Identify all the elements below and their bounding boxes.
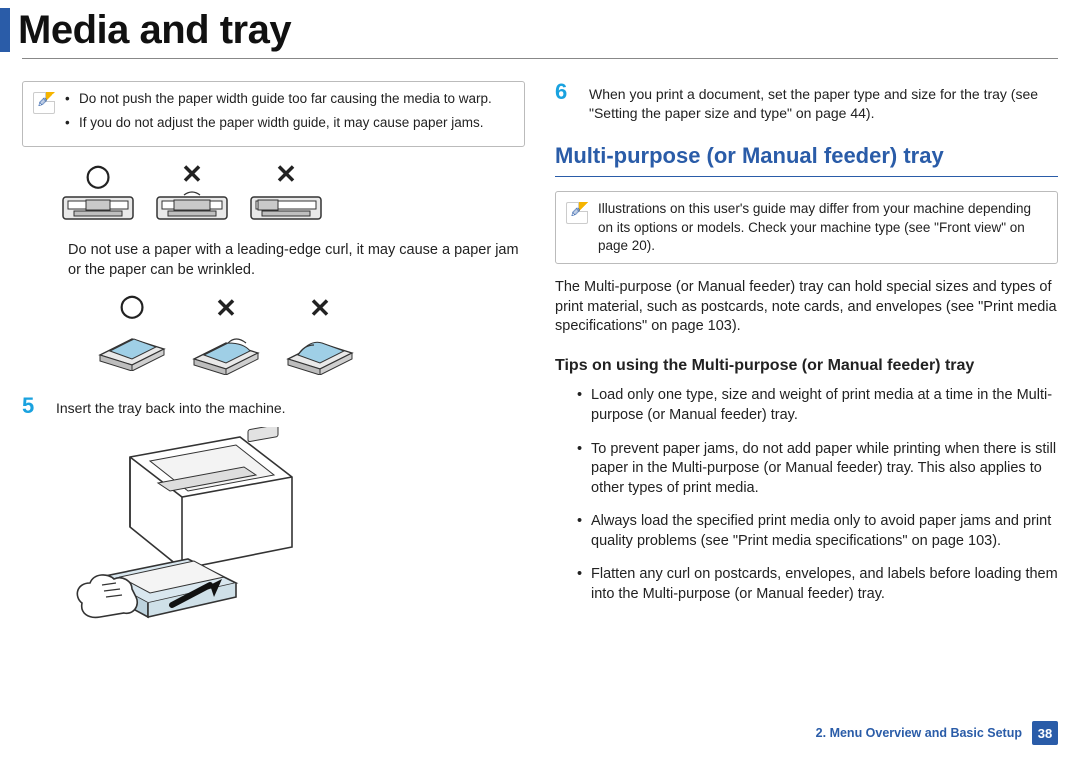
tray-front-svg — [62, 191, 134, 225]
ok-mark-icon — [86, 161, 111, 187]
tray-iso-svg — [280, 325, 360, 375]
tray-front-svg — [156, 191, 228, 225]
tip-item: Flatten any curl on postcards, envelopes… — [577, 565, 1058, 604]
step-number: 6 — [555, 81, 575, 123]
section-rule — [555, 176, 1058, 177]
left-column: Do not push the paper width guide too fa… — [22, 81, 525, 637]
tip-item: To prevent paper jams, do not add paper … — [577, 440, 1058, 499]
tray-iso-ok — [92, 295, 172, 375]
note-icon — [566, 202, 588, 224]
tray-front-row — [22, 147, 525, 235]
step-5: 5 Insert the tray back into the machine. — [22, 395, 525, 418]
x-mark-icon — [309, 295, 331, 321]
step-6: 6 When you print a document, set the pap… — [555, 81, 1058, 123]
note-text: Illustrations on this user's guide may d… — [598, 200, 1047, 255]
note-bullet: Do not push the paper width guide too fa… — [65, 90, 492, 108]
tray-front-bad-1 — [156, 161, 228, 225]
tray-iso-svg — [92, 321, 172, 371]
curl-bullet-wrap: Do not use a paper with a leading-edge c… — [22, 241, 525, 280]
tray-front-ok — [62, 161, 134, 225]
title-bar: Media and tray — [0, 0, 1080, 52]
tray-iso-bad-1 — [186, 295, 266, 375]
x-mark-icon — [181, 161, 203, 187]
note-body: Illustrations on this user's guide may d… — [598, 200, 1047, 255]
tray-iso-bad-2 — [280, 295, 360, 375]
step-number: 5 — [22, 395, 42, 418]
note-body: Do not push the paper width guide too fa… — [65, 90, 492, 138]
tip-item: Load only one type, size and weight of p… — [577, 386, 1058, 425]
tip-item: Always load the specified print media on… — [577, 512, 1058, 551]
section-heading-multipurpose: Multi-purpose (or Manual feeder) tray — [555, 141, 1058, 171]
ok-mark-icon — [120, 295, 145, 317]
printer-insert-figure — [22, 417, 525, 637]
note-bullet: If you do not adjust the paper width gui… — [65, 114, 492, 132]
step-text: When you print a document, set the paper… — [589, 81, 1058, 123]
page-number: 38 — [1032, 721, 1058, 745]
page-title: Media and tray — [18, 10, 291, 52]
note-box-illustrations: Illustrations on this user's guide may d… — [555, 191, 1058, 264]
tray-iso-svg — [186, 325, 266, 375]
content-columns: Do not push the paper width guide too fa… — [0, 59, 1080, 637]
intro-paragraph: The Multi-purpose (or Manual feeder) tra… — [555, 278, 1058, 337]
x-mark-icon — [275, 161, 297, 187]
note-box-width-guide: Do not push the paper width guide too fa… — [22, 81, 525, 147]
title-accent — [0, 8, 10, 52]
note-icon — [33, 92, 55, 114]
x-mark-icon — [215, 295, 237, 321]
tips-heading: Tips on using the Multi-purpose (or Manu… — [555, 355, 1058, 377]
tray-front-svg — [250, 191, 322, 225]
right-column: 6 When you print a document, set the pap… — [555, 81, 1058, 637]
step-text: Insert the tray back into the machine. — [56, 395, 286, 418]
printer-svg — [60, 427, 320, 637]
tray-iso-row — [22, 281, 525, 385]
tips-list: Load only one type, size and weight of p… — [555, 386, 1058, 604]
tray-front-bad-2 — [250, 161, 322, 225]
footer-chapter: 2. Menu Overview and Basic Setup — [816, 726, 1022, 740]
note-box-wrap: Illustrations on this user's guide may d… — [555, 191, 1058, 264]
page-footer: 2. Menu Overview and Basic Setup 38 — [816, 721, 1058, 745]
curl-bullet: Do not use a paper with a leading-edge c… — [68, 241, 525, 280]
